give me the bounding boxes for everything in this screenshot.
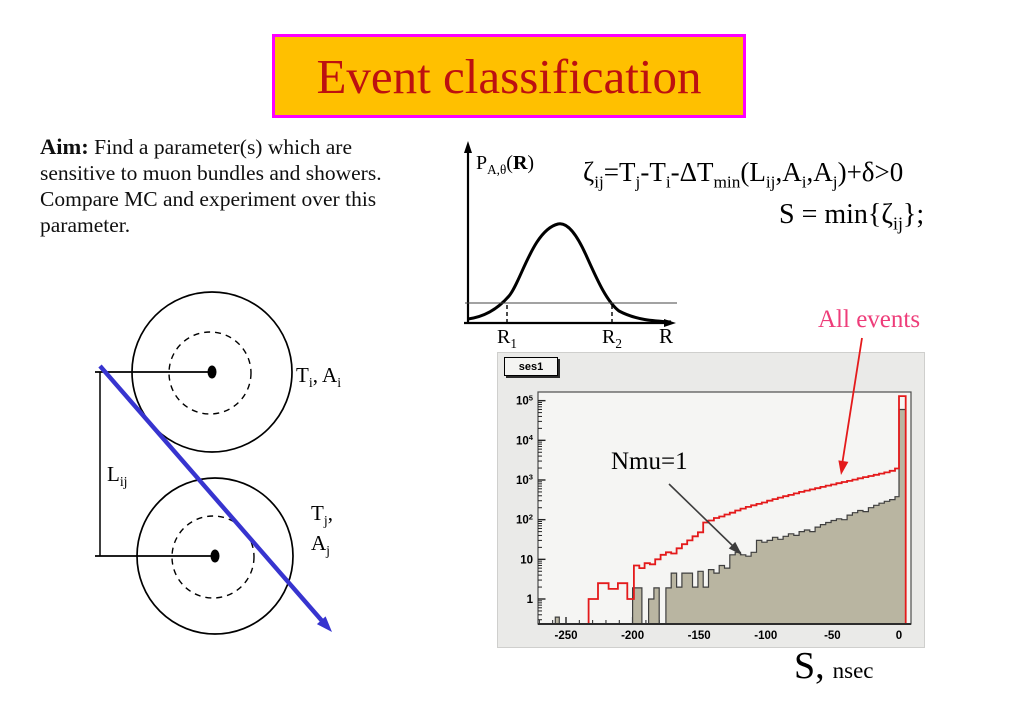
y-tick-label: 10 [520, 554, 533, 566]
detector-i-label: Ti, Ai [296, 363, 341, 390]
muon-track-line [98, 364, 325, 624]
hist-xaxis-unit: nsec [832, 658, 874, 683]
pr-y-arrowhead-icon [464, 141, 472, 153]
nmu-arrow-line [668, 483, 737, 550]
page-title: Event classification [316, 48, 702, 104]
all-events-annotation: All events [818, 306, 920, 475]
aim-line-2: sensitive to muon bundles and showers. [40, 161, 382, 185]
series-nmu-1 [538, 408, 911, 625]
title-box: Event classification [272, 34, 746, 118]
pr-xlabel: R [659, 324, 673, 348]
axis-tick-labels: -250 -200 -150 -100 -50 0 1 10 102 103 104 105 [516, 393, 902, 642]
nmu-arrowhead-icon [728, 541, 742, 555]
y-tick-label: 103 [516, 473, 533, 487]
detector-j-label-line2: Aj [311, 531, 330, 558]
nmu-annotation: Nmu=1 [611, 448, 688, 475]
x-tick-label: -50 [824, 630, 841, 642]
detector-diagram: Lij Ti, Ai Tj, Aj [95, 291, 341, 635]
s-min-formula: S = min{ζij}; [779, 199, 925, 234]
stats-box: ses1 [504, 357, 558, 376]
detector-j-inner-circle [171, 515, 255, 599]
pr-ylabel: PA,θ(R) [476, 152, 534, 177]
aim-line-4: parameter. [40, 213, 131, 237]
histogram-panel: ses1 -250 -200 -150 -100 -50 0 1 10 102 103 104 105… [497, 352, 925, 648]
aim-label: Aim: [40, 134, 89, 159]
histogram-series [538, 395, 911, 625]
hist-xaxis-symbol: S, [794, 645, 825, 687]
y-tick-label: 1 [527, 594, 534, 606]
all-events-arrow-line [841, 337, 863, 466]
hist-xaxis-caption: S, nsec [794, 644, 874, 688]
zeta-formula: ζij=Tj-Ti-ΔTmin(Lij,Ai,Aj)+δ>0 [583, 157, 904, 192]
detector-j-label-line1: Tj, [311, 501, 333, 528]
y-tick-label: 102 [516, 512, 533, 526]
aim-paragraph: Aim: Find a parameter(s) which are sensi… [40, 134, 460, 238]
all-events-label: All events [818, 306, 920, 333]
y-tick-label: 105 [516, 393, 533, 407]
x-tick-label: 0 [896, 630, 902, 642]
series-all-events [538, 395, 911, 625]
y-tick-label: 104 [516, 433, 534, 447]
r1-label: R1 [497, 326, 517, 351]
r2-label: R2 [602, 326, 622, 351]
x-tick-label: -150 [688, 630, 711, 642]
aim-line-1: Aim: Find a parameter(s) which are [40, 134, 353, 159]
aim-line-3: Compare MC and experiment over this [40, 187, 377, 211]
x-tick-label: -250 [554, 630, 577, 642]
all-events-arrowhead-icon [838, 460, 849, 475]
distance-label: Lij [107, 462, 128, 489]
probability-sketch: PA,θ(R) R1 R2 R [464, 141, 677, 351]
bell-curve [467, 222, 672, 324]
histogram-plot: -250 -200 -150 -100 -50 0 1 10 102 103 104 105 Nmu=… [516, 391, 912, 642]
detector-i-inner-circle [168, 331, 252, 415]
x-tick-label: -200 [621, 630, 644, 642]
x-tick-label: -100 [754, 630, 777, 642]
muon-track-arrowhead-icon [316, 616, 332, 632]
